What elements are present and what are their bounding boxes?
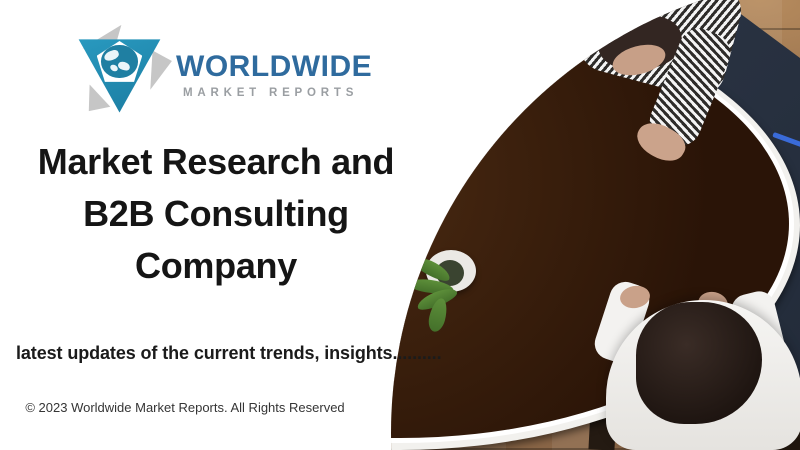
logo-white-shield: [96, 41, 143, 82]
binder-clip-icon: [14, 11, 36, 27]
brand-subtitle: MARKET REPORTS: [183, 87, 359, 99]
brand-name: WORLDWIDE: [176, 50, 373, 83]
pie-chart: [66, 354, 98, 386]
title-line-1: Market Research and: [37, 141, 395, 182]
chart-thumbnail: [66, 24, 100, 57]
brand-logo-icon: [72, 30, 167, 115]
person-bottom-hair: [636, 302, 762, 424]
laptop: [0, 105, 182, 329]
report-paper-left: [0, 0, 121, 143]
area-chart: [25, 0, 73, 53]
logo-teal-triangle: [78, 39, 161, 113]
copyright-text: © 2023 Worldwide Market Reports. All Rig…: [25, 400, 345, 415]
pie-chart: [94, 314, 121, 341]
orange-line: [17, 48, 63, 83]
pie-chart-paper-top: [0, 280, 158, 443]
laptop-deck: [0, 135, 168, 329]
logo-gray-shard: [82, 84, 115, 116]
globe-icon: [101, 45, 138, 78]
blank-paper: [0, 399, 170, 450]
continent-shape: [109, 63, 120, 73]
logo-gray-shard: [79, 25, 125, 49]
laptop-keyboard: [9, 115, 171, 254]
title-line-3: Company: [135, 245, 297, 286]
continent-shape: [103, 49, 121, 63]
logo-gray-shard: [146, 51, 173, 93]
laptop-screen-back: [31, 105, 182, 194]
brand-wordmark: WORLDWIDE MARKET REPORTS: [176, 50, 372, 99]
laptop-trackpad: [22, 258, 75, 300]
pie-chart: [20, 363, 55, 398]
continent-shape: [117, 60, 132, 72]
chart-thumbnail: [58, 48, 86, 74]
title-line-2: B2B Consulting: [83, 193, 349, 234]
tagline-text: latest updates of the current trends, in…: [16, 343, 442, 363]
text-rows: [1, 311, 81, 361]
teal-chart-corner: [0, 39, 20, 79]
page-title: Market Research and B2B Consulting Compa…: [0, 136, 432, 292]
bar-rows: [4, 53, 68, 106]
